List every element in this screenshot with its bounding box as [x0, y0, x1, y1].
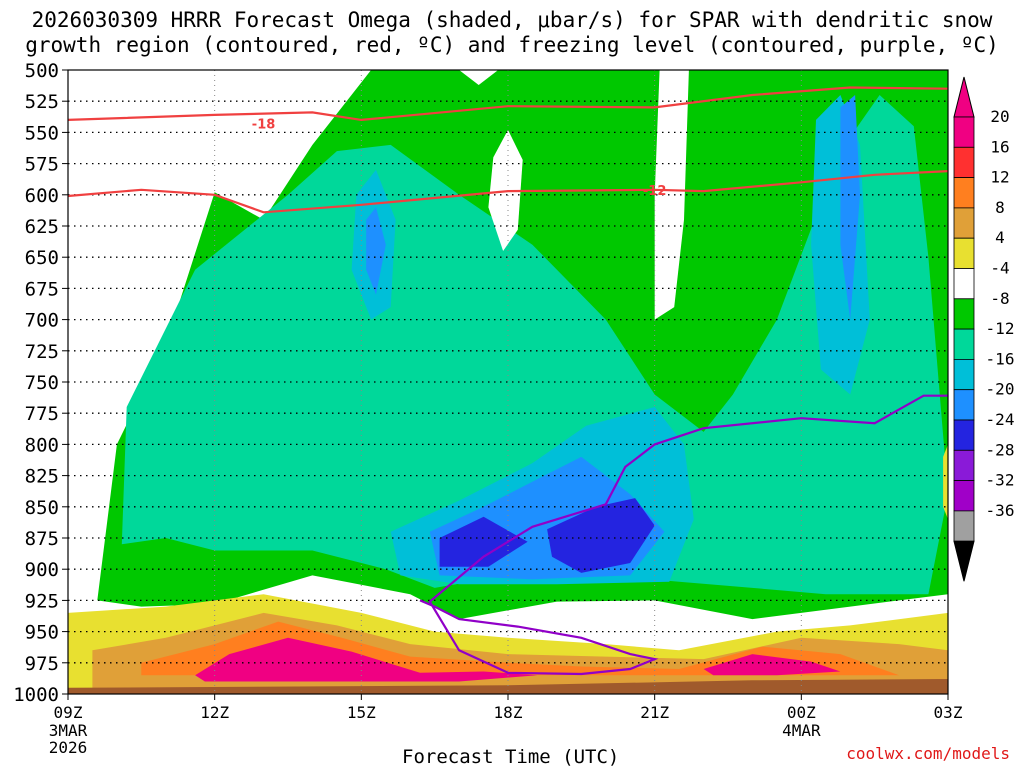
y-tick-label: 950 [25, 622, 59, 644]
y-tick-label: 525 [25, 91, 59, 113]
y-tick-label: 625 [25, 216, 59, 238]
dendritic-contour-line [68, 86, 948, 122]
colorbar-label: -32 [986, 471, 1015, 490]
colorbar-label: -20 [986, 380, 1015, 399]
dendritic-contour-line [68, 170, 948, 214]
x-date-label: 4MAR [782, 721, 821, 740]
y-tick-label: 700 [25, 310, 59, 332]
x-tick-label: 18Z [494, 703, 523, 722]
y-tick-label: 600 [25, 185, 59, 207]
x-date-label: 3MAR [49, 721, 88, 740]
colorbar-segment [953, 207, 975, 239]
colorbar-bottom-arrow [953, 540, 975, 582]
colorbar-segment [953, 389, 975, 421]
omega-region-8 [439, 516, 528, 567]
x-tick-label: 03Z [934, 703, 963, 722]
omega-region-1 [121, 95, 948, 595]
y-tick-label: 750 [25, 372, 59, 394]
y-tick-label: 725 [25, 341, 59, 363]
colorbar-segment [953, 419, 975, 451]
y-tick-label: 650 [25, 247, 59, 269]
y-tick-label: 825 [25, 466, 59, 488]
x-tick-label: 09Z [54, 703, 83, 722]
colorbar-label: -24 [986, 410, 1015, 429]
colorbar-label: 20 [990, 107, 1009, 126]
colorbar-top-arrow [953, 76, 975, 118]
ground-below-surface [68, 679, 948, 694]
dendritic-contour-label: -12 [643, 184, 667, 199]
colorbar-segment [953, 358, 975, 391]
colorbar-label: 12 [990, 168, 1009, 187]
y-tick-label: 925 [25, 590, 59, 612]
omega-region-5 [366, 207, 386, 295]
chart-title-line1: 2026030309 HRRR Forecast Omega (shaded, … [31, 8, 993, 32]
y-tick-label: 550 [25, 122, 59, 144]
chart-title-line2: growth region (contoured, red, ºC) and f… [25, 33, 999, 57]
y-tick-label: 900 [25, 559, 59, 581]
colorbar-label: 8 [995, 198, 1005, 217]
colorbar-label: 4 [995, 228, 1005, 247]
colorbar-segment [953, 116, 975, 148]
credit-link[interactable]: coolwx.com/models [846, 744, 1010, 763]
omega-region-13 [195, 637, 538, 682]
dendritic-contour-label: -18 [252, 118, 276, 133]
x-tick-label: 00Z [787, 703, 816, 722]
y-tick-label: 1000 [13, 684, 59, 706]
y-tick-label: 975 [25, 653, 59, 675]
y-tick-label: 775 [25, 403, 59, 425]
colorbar-segment [953, 328, 975, 360]
y-tick-label: 875 [25, 528, 59, 550]
colorbar-label: -36 [986, 501, 1015, 520]
colorbar-label: -28 [986, 440, 1015, 459]
colorbar-label: -8 [990, 289, 1009, 308]
y-tick-label: 800 [25, 434, 59, 456]
y-tick-label: 575 [25, 154, 59, 176]
y-tick-label: 850 [25, 497, 59, 519]
colorbar-label: -4 [990, 259, 1009, 278]
colorbar-label: 16 [990, 137, 1009, 156]
colorbar-segment [953, 177, 975, 209]
colorbar-segment [953, 480, 975, 512]
omega-region-9 [547, 498, 655, 573]
colorbar-label: -16 [986, 349, 1015, 368]
colorbar-segment [953, 237, 975, 269]
chart-title: 2026030309 HRRR Forecast Omega (shaded, … [0, 8, 1024, 58]
x-tick-label: 12Z [200, 703, 229, 722]
colorbar-label: -12 [986, 319, 1015, 338]
colorbar-segment [953, 510, 975, 542]
colorbar-segment [953, 268, 975, 300]
freezing-level-line [419, 394, 948, 676]
x-tick-label: 21Z [640, 703, 669, 722]
x-date-label: 2026 [49, 738, 88, 757]
omega-region-14 [703, 654, 841, 676]
x-tick-label: 15Z [347, 703, 376, 722]
colorbar-segment [953, 449, 975, 481]
y-tick-label: 675 [25, 278, 59, 300]
colorbar-segment [953, 298, 975, 330]
omega-region-17 [459, 70, 499, 85]
x-axis-label: Forecast Time (UTC) [402, 746, 620, 768]
colorbar-segment [953, 146, 975, 179]
omega-region-7 [840, 95, 860, 320]
y-tick-label: 500 [25, 60, 59, 82]
omega-region-18 [943, 444, 948, 520]
